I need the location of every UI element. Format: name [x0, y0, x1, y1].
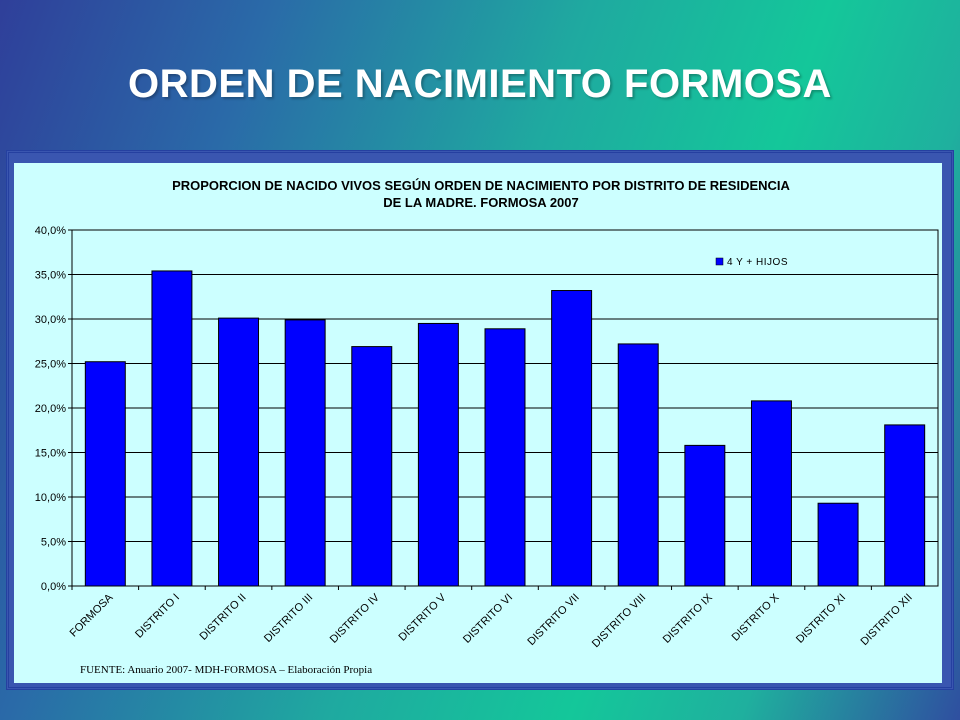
- bar: [218, 317, 260, 587]
- y-tick-label: 25,0%: [35, 359, 66, 371]
- x-tick-label: DISTRITO IV: [328, 591, 383, 646]
- slide-title: ORDEN DE NACIMIENTO FORMOSA: [128, 62, 832, 106]
- y-tick-label: 40,0%: [35, 225, 66, 237]
- y-tick-label: 15,0%: [35, 448, 66, 460]
- bar: [684, 444, 726, 587]
- bar: [750, 400, 792, 587]
- x-tick-label: DISTRITO III: [262, 592, 315, 645]
- x-tick-label: DISTRITO X: [730, 591, 782, 643]
- chart-title-line-1: PROPORCION DE NACIDO VIVOS SEGÚN ORDEN D…: [172, 178, 790, 193]
- y-tick-label: 10,0%: [35, 492, 66, 504]
- bar: [351, 346, 393, 587]
- legend-swatch: [715, 257, 724, 266]
- bar: [484, 328, 526, 587]
- x-tick-label: FORMOSA: [68, 591, 116, 639]
- x-tick-label: DISTRITO XI: [794, 592, 848, 646]
- legend-label: 4 Y + HIJOS: [727, 257, 788, 268]
- x-tick-label: DISTRITO VIII: [590, 592, 648, 650]
- bar: [151, 270, 193, 587]
- bar: [884, 424, 926, 587]
- y-tick-label: 5,0%: [41, 537, 66, 549]
- x-tick-label: DISTRITO VII: [525, 592, 581, 648]
- x-tick-label: DISTRITO VI: [461, 592, 515, 646]
- source-note: FUENTE: Anuario 2007- MDH-FORMOSA – Elab…: [80, 664, 373, 676]
- x-tick-label: DISTRITO XII: [858, 592, 914, 648]
- x-tick-label: DISTRITO I: [133, 592, 182, 641]
- y-tick-label: 30,0%: [35, 314, 66, 326]
- bar: [617, 343, 659, 587]
- x-tick-label: DISTRITO V: [397, 591, 449, 643]
- bar: [551, 290, 593, 587]
- y-tick-label: 35,0%: [35, 270, 66, 282]
- x-tick-label: DISTRITO II: [198, 592, 249, 643]
- bar: [417, 322, 459, 587]
- x-tick-label: DISTRITO IX: [661, 591, 716, 646]
- y-tick-label: 0,0%: [41, 581, 66, 593]
- chart-title-line-2: DE LA MADRE. FORMOSA 2007: [383, 195, 579, 210]
- bar: [284, 319, 326, 587]
- bar: [817, 502, 859, 587]
- bar: [84, 361, 126, 587]
- y-tick-label: 20,0%: [35, 403, 66, 415]
